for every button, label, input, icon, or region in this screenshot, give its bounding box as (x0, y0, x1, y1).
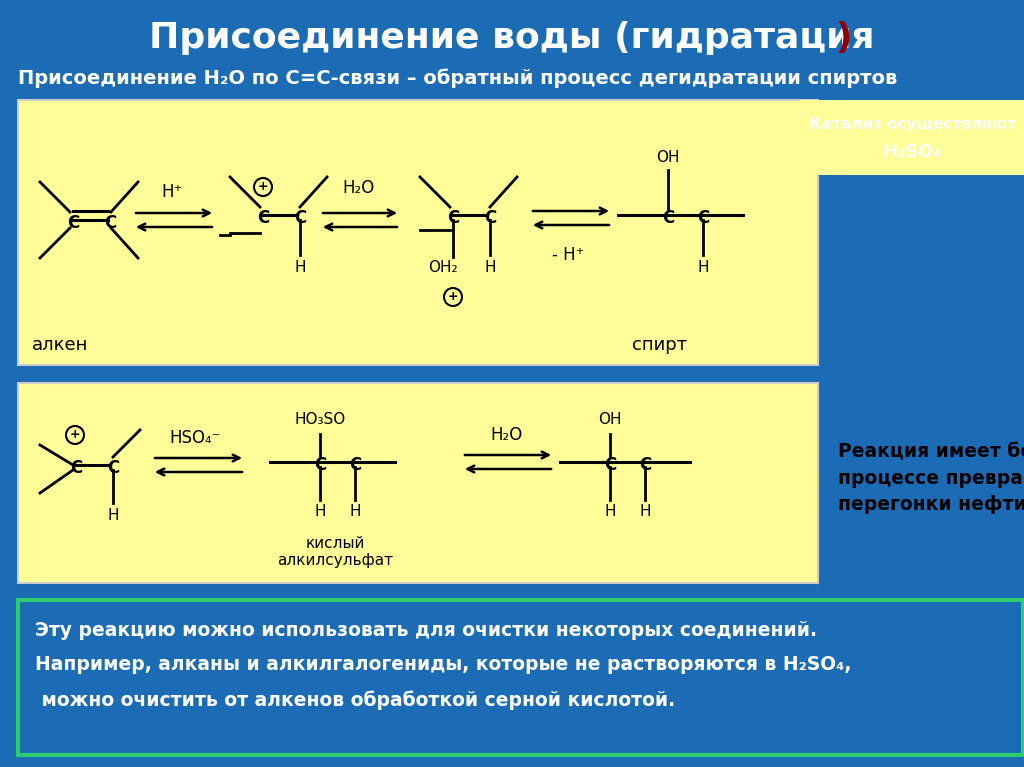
Text: кислый
алкилсульфат: кислый алкилсульфат (276, 536, 393, 568)
Text: C: C (67, 214, 79, 232)
Text: C: C (106, 459, 119, 477)
Text: H: H (314, 505, 326, 519)
Text: C: C (484, 209, 496, 227)
Text: H⁺: H⁺ (162, 183, 182, 201)
Text: C: C (314, 456, 326, 474)
Text: Катализ осуществляют: Катализ осуществляют (809, 117, 1016, 133)
Text: H: H (294, 259, 306, 275)
Text: C: C (604, 456, 616, 474)
Text: H: H (349, 505, 360, 519)
Text: C: C (349, 456, 361, 474)
Text: алкен: алкен (32, 336, 88, 354)
Text: H: H (604, 505, 615, 519)
Text: H₂O: H₂O (490, 426, 523, 444)
Bar (18, 600, 1023, 755)
Text: C: C (697, 209, 710, 227)
Text: +: + (447, 291, 459, 304)
Text: можно очистить от алкенов обработкой серной кислотой.: можно очистить от алкенов обработкой сер… (35, 690, 675, 709)
Text: спирт: спирт (633, 336, 687, 354)
Text: OH: OH (656, 150, 680, 164)
Text: Н₂SO₄: Н₂SO₄ (883, 143, 941, 161)
Text: H: H (108, 508, 119, 522)
Text: C: C (639, 456, 651, 474)
Text: H: H (639, 505, 650, 519)
Text: C: C (70, 459, 82, 477)
Text: C: C (446, 209, 459, 227)
Text: C: C (294, 209, 306, 227)
Text: OH: OH (598, 413, 622, 427)
Bar (800, 100, 1024, 175)
Text: Присоединение воды (гидратация: Присоединение воды (гидратация (150, 21, 874, 55)
Bar (18, 383, 818, 583)
Text: HO₃SO: HO₃SO (294, 413, 346, 427)
Text: - H⁺: - H⁺ (552, 246, 585, 264)
Text: C: C (103, 214, 116, 232)
Text: ): ) (835, 21, 852, 55)
Text: Например, алканы и алкилгалогениды, которые не растворяются в Н₂SO₄,: Например, алканы и алкилгалогениды, кото… (35, 656, 851, 674)
Text: H: H (697, 259, 709, 275)
Text: Эту реакцию можно использовать для очистки некоторых соединений.: Эту реакцию можно использовать для очист… (35, 621, 817, 640)
Text: H₂O: H₂O (342, 179, 374, 197)
Text: Реакция имеет большое значение в
процессе превращения продуктов
перегонки нефти : Реакция имеет большое значение в процесс… (838, 442, 1024, 514)
Text: +: + (258, 180, 268, 193)
Text: OH₂: OH₂ (428, 261, 458, 275)
Text: H: H (484, 259, 496, 275)
Text: Присоединение Н₂О по С=С-связи – обратный процесс дегидратации спиртов: Присоединение Н₂О по С=С-связи – обратны… (18, 68, 897, 87)
Text: HSO₄⁻: HSO₄⁻ (169, 429, 221, 447)
Text: C: C (662, 209, 674, 227)
Text: C: C (257, 209, 269, 227)
Bar (18, 100, 818, 365)
Text: +: + (70, 429, 80, 442)
